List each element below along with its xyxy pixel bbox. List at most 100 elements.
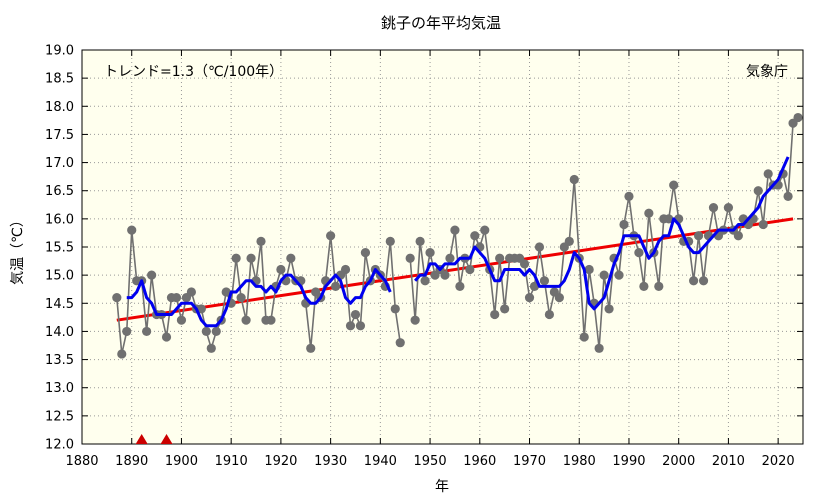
- annual-data-point: [420, 276, 430, 286]
- annual-data-point: [112, 293, 122, 303]
- x-tick-label: 1890: [115, 454, 148, 469]
- station-change-marker: [160, 434, 173, 444]
- annual-data-point: [465, 264, 475, 275]
- annual-data-point: [445, 253, 455, 263]
- marker-layer: [135, 434, 173, 444]
- x-tick-label: 1900: [165, 454, 198, 469]
- annual-data-point: [117, 349, 127, 359]
- annual-data-point: [415, 236, 425, 246]
- annual-data-point: [425, 248, 435, 258]
- annual-data-point: [490, 309, 500, 320]
- x-tick-label: 1910: [215, 454, 248, 469]
- annual-data-point: [410, 315, 420, 325]
- x-tick-label: 1980: [563, 454, 596, 469]
- source-label: 気象庁: [746, 64, 788, 80]
- y-tick-label: 19.0: [45, 44, 74, 59]
- annual-data-point: [231, 253, 241, 263]
- annual-data-point: [241, 315, 251, 325]
- annual-data-point: [758, 219, 768, 230]
- annual-data-point: [693, 231, 704, 241]
- annual-data-point: [470, 231, 480, 241]
- annual-data-point: [345, 321, 356, 331]
- annual-data-point: [599, 270, 609, 280]
- annual-data-point: [142, 326, 152, 337]
- x-axis-label: 年: [435, 479, 449, 495]
- annual-data-point: [206, 343, 216, 353]
- annual-data-point: [122, 326, 132, 337]
- y-axis-ticks: 12.0 12.5 13.0 13.5 14.0 14.5 15.0 15.5 16.0 16.5…: [45, 44, 803, 453]
- x-tick-label: 1920: [264, 454, 297, 469]
- y-axis-label: 気温（℃）: [10, 213, 26, 285]
- annual-data-point: [793, 112, 803, 123]
- y-tick-label: 16.5: [45, 184, 74, 199]
- annual-data-point: [539, 276, 550, 286]
- annual-data-point: [276, 264, 286, 275]
- annual-data-point: [564, 236, 574, 246]
- station-change-marker: [135, 434, 148, 444]
- annual-data-point: [480, 225, 490, 235]
- annual-data-point: [529, 281, 540, 291]
- annual-data-point: [634, 248, 644, 258]
- chart-title: 銚子の年平均気温: [381, 14, 501, 32]
- annual-data-point: [723, 203, 734, 213]
- y-tick-label: 15.0: [45, 269, 74, 284]
- annual-data-point: [554, 293, 564, 303]
- grid: [82, 50, 803, 444]
- annual-data-point: [236, 293, 246, 303]
- annual-data-point: [455, 281, 465, 291]
- annual-data-point: [161, 332, 172, 342]
- annual-data-point: [783, 191, 793, 201]
- annual-data-point: [326, 231, 336, 241]
- annual-data-point: [689, 276, 699, 286]
- annual-data-point: [579, 332, 589, 342]
- annual-data-point: [698, 276, 709, 286]
- annual-data-point: [211, 326, 221, 337]
- y-tick-label: 13.0: [45, 381, 74, 396]
- annual-data-point: [614, 270, 624, 280]
- annual-data-point: [624, 191, 634, 201]
- x-tick-label: 1880: [65, 454, 98, 469]
- annual-data-point: [604, 304, 614, 314]
- annual-data-point: [306, 343, 316, 353]
- annual-data-point: [196, 304, 206, 314]
- annual-data-point: [266, 315, 276, 325]
- x-tick-label: 2020: [762, 454, 795, 469]
- x-tick-label: 1950: [414, 454, 447, 469]
- annual-data-point: [176, 315, 187, 325]
- annual-data-point: [395, 338, 405, 348]
- annual-data-point: [584, 264, 594, 275]
- annual-data-point: [286, 253, 296, 263]
- annual-data-point: [186, 287, 196, 297]
- annual-data-point: [385, 236, 395, 246]
- annual-data-point: [619, 219, 629, 230]
- annual-data-point: [524, 293, 535, 303]
- annual-data-point: [664, 214, 674, 224]
- x-tick-label: 1940: [364, 454, 397, 469]
- y-tick-label: 14.5: [45, 297, 74, 312]
- annual-data-point: [733, 231, 743, 241]
- moving-average-line: [126, 268, 392, 328]
- x-tick-label: 1990: [612, 454, 645, 469]
- y-tick-label: 18.0: [45, 100, 74, 115]
- annual-data-point: [644, 208, 654, 218]
- x-tick-label: 1960: [463, 454, 496, 469]
- annual-data-point: [405, 253, 415, 263]
- annual-data-point: [594, 343, 604, 353]
- annual-data-point: [171, 293, 182, 303]
- moving-average-line: [414, 156, 790, 311]
- annual-data-point: [246, 253, 256, 263]
- moving-average-layer: [126, 156, 790, 328]
- annual-data-point: [355, 321, 366, 331]
- y-tick-label: 15.5: [45, 241, 74, 256]
- y-tick-label: 16.0: [45, 212, 74, 227]
- annual-data-point: [340, 264, 351, 275]
- annual-series-line: [116, 230, 402, 355]
- annual-data-point: [534, 242, 545, 252]
- annual-data-point: [708, 203, 719, 213]
- annual-data-point: [753, 186, 763, 196]
- annual-data-point: [127, 225, 137, 235]
- y-tick-label: 18.5: [45, 72, 74, 87]
- annual-data-point: [519, 259, 530, 269]
- trend-annotation: トレンド=1.3（℃/100年）: [104, 64, 283, 80]
